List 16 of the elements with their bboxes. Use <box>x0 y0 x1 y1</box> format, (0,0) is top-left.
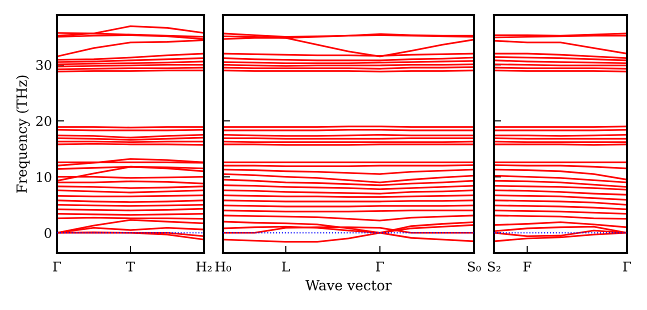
x-tick-label: Γ <box>53 262 62 272</box>
y-tick-label: 20 <box>36 116 52 126</box>
y-tick-label: 10 <box>36 172 52 182</box>
x-tick-label: T <box>126 262 135 272</box>
y-tick-label: 0 <box>44 228 52 238</box>
x-tick-label: Γ <box>623 262 632 272</box>
x-tick-label: S₂ <box>488 262 500 272</box>
y-tick-label: 30 <box>36 60 52 70</box>
x-tick-label: H₀ <box>215 262 232 272</box>
x-tick-label: Γ <box>376 262 384 272</box>
x-tick-label: F <box>523 262 532 272</box>
x-tick-label: S₀ <box>468 262 481 272</box>
x-axis-title: Wave vector <box>305 280 392 290</box>
x-tick-label: L <box>282 262 290 272</box>
x-tick-label: H₂ <box>196 262 212 272</box>
y-axis-title: Frequency (THz) <box>16 76 30 193</box>
